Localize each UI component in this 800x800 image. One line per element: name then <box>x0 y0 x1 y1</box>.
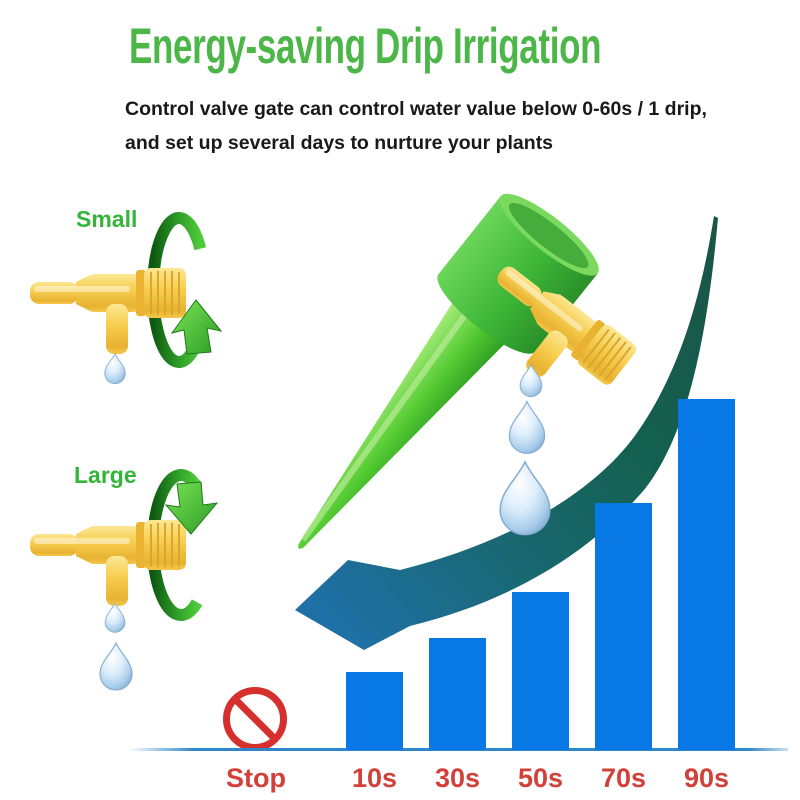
water-drop-icon <box>99 642 133 691</box>
bar-label: 70s <box>600 763 647 793</box>
water-drop-icon <box>499 364 551 536</box>
stop-icon <box>223 687 287 751</box>
bar <box>512 592 569 750</box>
trend-arrow-icon <box>295 216 718 650</box>
valve-large-illustration <box>29 469 219 691</box>
bar-label: 10s <box>351 763 398 793</box>
large-setting-label: Large <box>74 462 137 488</box>
water-drop-icon <box>104 353 126 385</box>
drip-spike-illustration <box>298 193 640 549</box>
page-title: Energy-saving Drip Irrigation <box>129 18 602 74</box>
water-drop-icon <box>104 602 126 633</box>
bar <box>678 399 735 750</box>
subtitle-line1: Control valve gate can control water val… <box>125 98 707 120</box>
bar-label: 50s <box>517 763 564 793</box>
valve-small-illustration <box>29 212 223 385</box>
small-setting-label: Small <box>76 206 138 232</box>
subtitle: Control valve gate can control water val… <box>125 92 707 160</box>
bar <box>429 638 486 750</box>
bar <box>595 503 652 750</box>
bar-label: 30s <box>434 763 481 793</box>
rotate-up-arrow-icon <box>170 299 223 355</box>
spike-cone <box>298 296 510 549</box>
bar <box>346 672 403 750</box>
bar-label: 90s <box>683 763 730 793</box>
subtitle-line2: and set up several days to nurture your … <box>125 132 554 154</box>
bar-label: Stop <box>226 763 286 793</box>
rotate-down-arrow-icon <box>164 481 219 535</box>
